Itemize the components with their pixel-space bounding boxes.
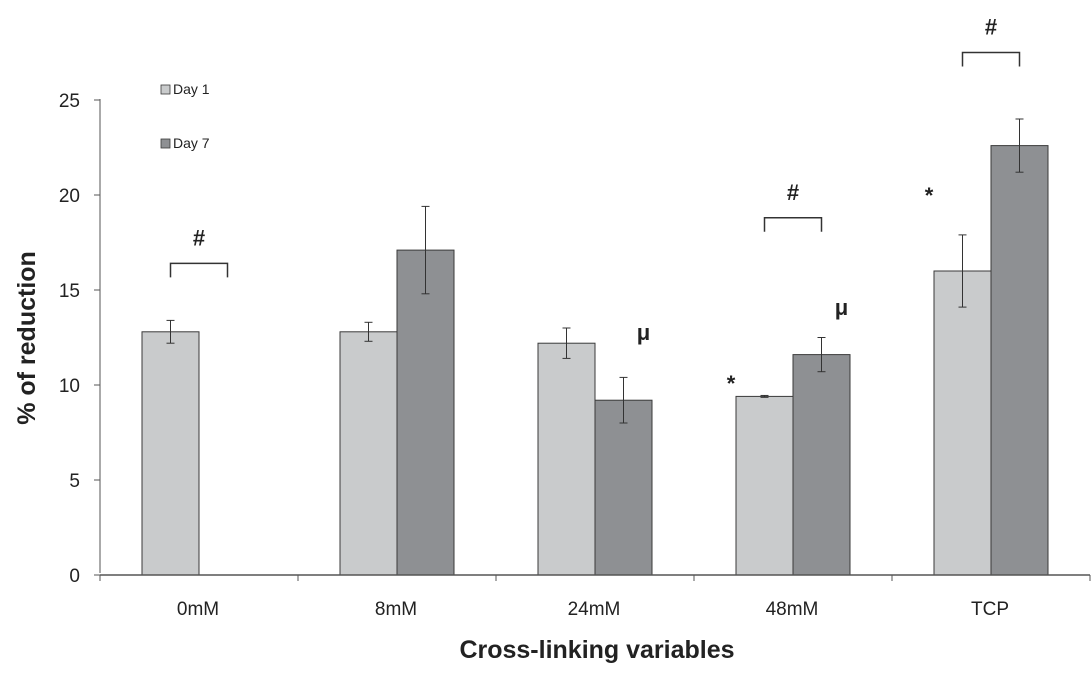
significance-bracket-tcp <box>961 51 1021 67</box>
bar-8mm-day-7 <box>396 249 455 576</box>
y-tick-label-5: 5 <box>69 471 80 492</box>
bars-group <box>141 145 1049 576</box>
y-axis-title: % of reduction <box>13 251 41 425</box>
x-tick-label-24mm: 24mM <box>568 599 621 620</box>
y-tick-label-25: 25 <box>59 91 80 112</box>
bar-48mm-day-1 <box>735 395 794 576</box>
bar-tcp-day-7 <box>990 145 1049 576</box>
significance-bracket-48mm <box>763 217 823 232</box>
legend: Day 1 Day 7 <box>160 81 210 151</box>
legend-swatch-day-7 <box>160 138 171 149</box>
axes-group: 0 5 10 15 20 25 0mM 8mM 24mM 48mM TCP <box>59 91 1091 620</box>
bar-tcp-day-1 <box>933 270 992 576</box>
x-tick-label-48mm: 48mM <box>766 599 819 620</box>
x-tick-label-tcp: TCP <box>971 599 1009 620</box>
annotation-24mm-5: μ <box>637 320 650 345</box>
annotation-48mm-6: μ <box>835 295 848 320</box>
x-tick-label-0mm: 0mM <box>177 599 219 620</box>
significance-mark-48mm: # <box>787 180 799 205</box>
y-tick-label-0: 0 <box>69 566 80 587</box>
annotations-group: # # # * * μ μ <box>169 15 1021 396</box>
y-tick-label-10: 10 <box>59 376 80 397</box>
x-axis-title: Cross-linking variables <box>459 636 734 664</box>
significance-mark-0mm: # <box>193 225 205 250</box>
bar-48mm-day-7 <box>792 354 851 576</box>
y-tick-label-15: 15 <box>59 281 80 302</box>
bar-8mm-day-1 <box>339 331 398 576</box>
legend-label-day-7: Day 7 <box>173 135 210 151</box>
error-bars-group <box>166 118 1024 424</box>
y-tick-label-20: 20 <box>59 186 80 207</box>
bar-24mm-day-7 <box>594 399 653 576</box>
significance-bracket-0mm <box>169 262 229 278</box>
annotation-tcp-4: * <box>925 183 934 208</box>
legend-swatch-day-1 <box>160 84 171 95</box>
bar-24mm-day-1 <box>537 342 596 576</box>
bar-0mm-day-1 <box>141 331 200 576</box>
annotation-48mm-3: * <box>727 371 736 396</box>
legend-label-day-1: Day 1 <box>173 81 210 97</box>
significance-mark-tcp: # <box>985 15 997 40</box>
x-tick-label-8mm: 8mM <box>375 599 417 620</box>
